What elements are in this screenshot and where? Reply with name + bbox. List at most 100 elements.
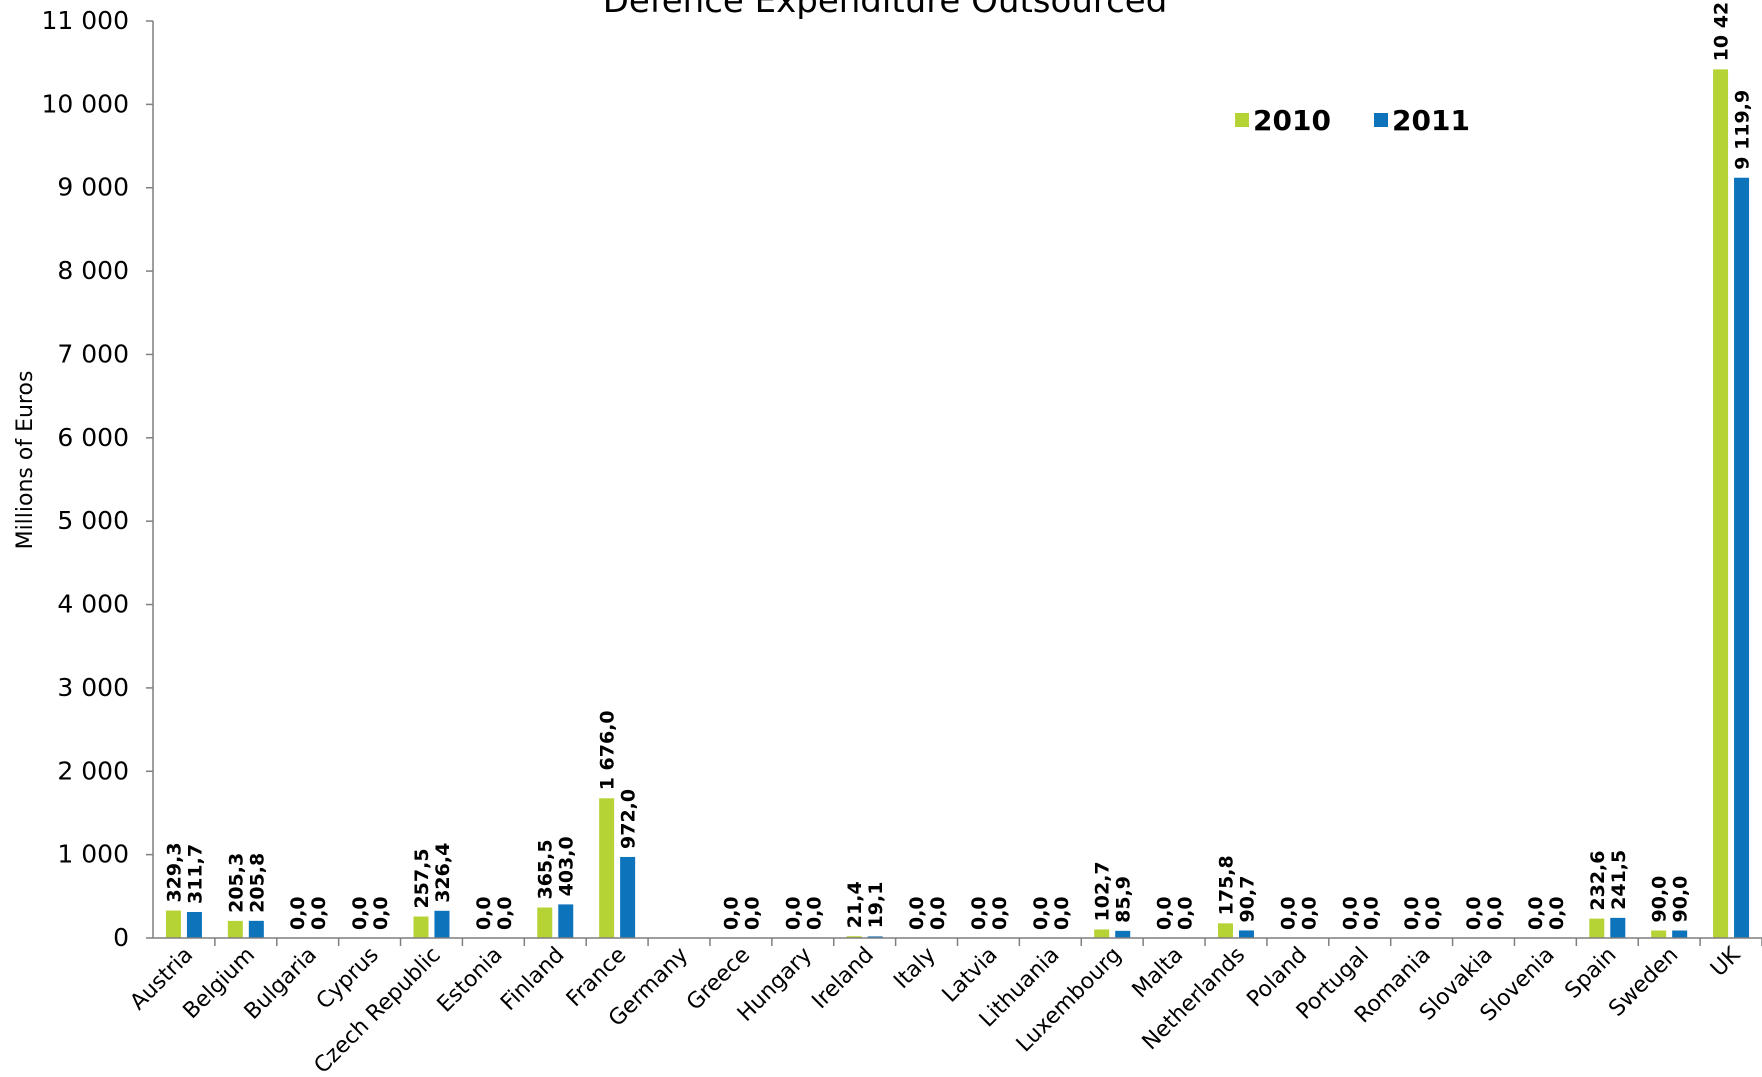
data-label: 311,7 bbox=[184, 844, 206, 904]
y-tick-label: 7 000 bbox=[57, 339, 129, 368]
data-label: 0,0 bbox=[1154, 896, 1176, 930]
bar-2011-sweden bbox=[1672, 930, 1688, 938]
data-label: 0,0 bbox=[1298, 896, 1320, 930]
data-label: 232,6 bbox=[1587, 851, 1609, 911]
data-label: 403,0 bbox=[556, 836, 578, 896]
bar-2010-uk bbox=[1713, 69, 1729, 939]
legend-label-2011: 2011 bbox=[1392, 104, 1470, 137]
bar-2011-austria bbox=[186, 912, 202, 938]
bar-2010-netherlands bbox=[1217, 923, 1233, 938]
y-tick-label: 1 000 bbox=[57, 840, 129, 869]
bar-2011-netherlands bbox=[1238, 930, 1254, 938]
bar-2011-uk bbox=[1734, 177, 1750, 938]
data-label: 0,0 bbox=[287, 896, 309, 930]
data-label: 972,0 bbox=[618, 789, 640, 849]
data-label: 326,4 bbox=[432, 843, 454, 903]
bar-2010-czech-republic bbox=[413, 916, 429, 938]
x-tick-label: Malta bbox=[1128, 943, 1189, 1004]
data-label: 10 42 bbox=[1711, 2, 1733, 62]
data-label: 0,0 bbox=[370, 896, 392, 930]
bar-2010-france bbox=[599, 798, 615, 938]
chart-title: Defence Expenditure Outsourced bbox=[603, 0, 1168, 21]
data-label: 0,0 bbox=[1463, 896, 1485, 930]
y-tick-label: 8 000 bbox=[57, 256, 129, 285]
data-label: 102,7 bbox=[1092, 861, 1114, 921]
data-label: 0,0 bbox=[1339, 896, 1361, 930]
data-label: 1 676,0 bbox=[597, 710, 619, 790]
data-label: 90,7 bbox=[1236, 876, 1258, 923]
legend: 2010 2011 bbox=[1235, 104, 1470, 137]
bar-2011-ireland bbox=[867, 936, 883, 938]
bar-2011-france bbox=[620, 856, 636, 938]
data-label: 0,0 bbox=[494, 896, 516, 930]
x-tick-label: Spain bbox=[1560, 943, 1621, 1004]
x-tick-label: Estonia bbox=[433, 943, 508, 1018]
y-tick-label: 9 000 bbox=[57, 173, 129, 202]
data-label: 0,0 bbox=[989, 896, 1011, 930]
data-label: 21,4 bbox=[844, 881, 866, 928]
y-tick-label: 5 000 bbox=[57, 506, 129, 535]
data-label: 0,0 bbox=[803, 896, 825, 930]
bar-2010-belgium bbox=[227, 920, 243, 938]
data-label: 0,0 bbox=[349, 896, 371, 930]
data-label: 90,0 bbox=[1670, 876, 1692, 923]
data-label: 205,8 bbox=[246, 853, 268, 913]
data-label: 0,0 bbox=[308, 896, 330, 930]
data-label: 175,8 bbox=[1215, 855, 1237, 915]
bar-2011-finland bbox=[558, 904, 574, 938]
x-tick-label: Sweden bbox=[1604, 943, 1683, 1022]
data-label: 85,9 bbox=[1113, 876, 1135, 923]
y-tick-label: 2 000 bbox=[57, 756, 129, 785]
legend-swatch-2011 bbox=[1374, 113, 1388, 127]
data-label: 0,0 bbox=[1546, 896, 1568, 930]
bar-2011-czech-republic bbox=[434, 910, 450, 938]
data-label: 0,0 bbox=[927, 896, 949, 930]
data-label: 0,0 bbox=[720, 896, 742, 930]
bar-2011-spain bbox=[1610, 917, 1626, 938]
y-tick-label: 3 000 bbox=[57, 673, 129, 702]
data-label: 0,0 bbox=[1484, 896, 1506, 930]
data-label: 19,1 bbox=[865, 882, 887, 929]
data-label: 0,0 bbox=[1277, 896, 1299, 930]
y-tick-label: 10 000 bbox=[42, 89, 129, 118]
data-label: 0,0 bbox=[906, 896, 928, 930]
data-label: 9 119,9 bbox=[1732, 90, 1754, 170]
data-label: 0,0 bbox=[968, 896, 990, 930]
data-label: 90,0 bbox=[1649, 876, 1671, 923]
bar-2010-luxembourg bbox=[1094, 929, 1110, 938]
bar-2010-austria bbox=[165, 910, 181, 938]
data-label: 0,0 bbox=[1051, 896, 1073, 930]
bar-2011-belgium bbox=[248, 920, 264, 938]
data-label: 0,0 bbox=[1401, 896, 1423, 930]
y-tick-label: 4 000 bbox=[57, 590, 129, 619]
data-label: 0,0 bbox=[1525, 896, 1547, 930]
data-label: 0,0 bbox=[1360, 896, 1382, 930]
bar-2010-finland bbox=[537, 907, 553, 938]
data-label: 205,3 bbox=[225, 853, 247, 913]
y-tick-label: 11 000 bbox=[42, 6, 129, 35]
data-label: 365,5 bbox=[535, 839, 557, 899]
data-label: 0,0 bbox=[1175, 896, 1197, 930]
y-axis-label: Millions of Euros bbox=[13, 371, 38, 550]
y-tick-label: 0 bbox=[113, 923, 129, 952]
data-label: 0,0 bbox=[782, 896, 804, 930]
data-label: 257,5 bbox=[411, 848, 433, 908]
x-tick-label: Ireland bbox=[807, 943, 878, 1014]
x-tick-label: UK bbox=[1706, 942, 1746, 982]
data-label: 241,5 bbox=[1608, 850, 1630, 910]
bar-2010-ireland bbox=[846, 936, 862, 938]
bar-2010-sweden bbox=[1651, 930, 1667, 938]
legend-swatch-2010 bbox=[1235, 113, 1249, 127]
x-tick-label: Finland bbox=[496, 943, 569, 1016]
data-label: 0,0 bbox=[741, 896, 763, 930]
data-label: 0,0 bbox=[1030, 896, 1052, 930]
bar-2010-spain bbox=[1589, 918, 1605, 938]
bar-2011-luxembourg bbox=[1115, 930, 1131, 938]
data-label: 329,3 bbox=[163, 842, 185, 902]
y-tick-label: 6 000 bbox=[57, 423, 129, 452]
x-tick-label: Italy bbox=[889, 943, 940, 994]
data-label: 0,0 bbox=[1422, 896, 1444, 930]
